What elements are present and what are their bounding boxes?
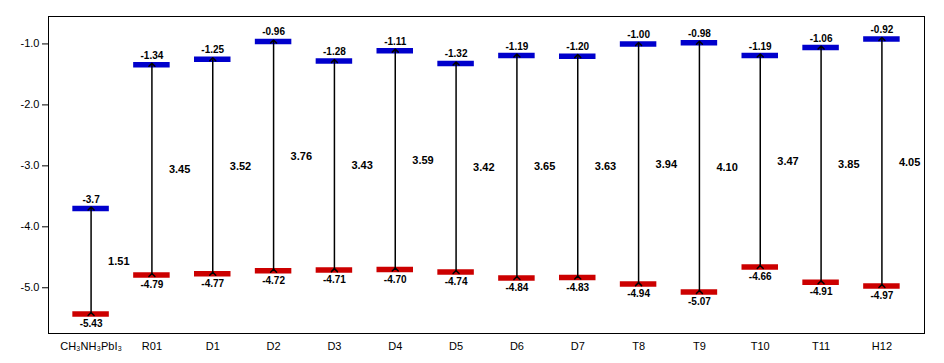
svg-text:-4.97: -4.97: [871, 290, 894, 301]
svg-text:R01: R01: [142, 340, 162, 352]
svg-text:-1.28: -1.28: [323, 46, 346, 57]
svg-text:-4.70: -4.70: [384, 274, 407, 285]
svg-text:-1.25: -1.25: [201, 44, 224, 55]
svg-text:D7: D7: [571, 340, 585, 352]
svg-text:-4.91: -4.91: [810, 286, 833, 297]
svg-text:D3: D3: [327, 340, 341, 352]
svg-text:-5.43: -5.43: [80, 318, 103, 329]
svg-text:-1.19: -1.19: [749, 41, 772, 52]
svg-text:3.42: 3.42: [473, 161, 494, 173]
svg-text:-4.84: -4.84: [506, 282, 529, 293]
svg-text:3.85: 3.85: [838, 158, 859, 170]
svg-text:-4.74: -4.74: [445, 276, 468, 287]
svg-text:3.65: 3.65: [534, 160, 555, 172]
svg-text:-0.92: -0.92: [871, 24, 894, 35]
svg-text:-4.79: -4.79: [141, 279, 164, 290]
svg-text:-5.0: -5.0: [21, 281, 40, 293]
svg-text:3.43: 3.43: [351, 159, 372, 171]
svg-text:3.94: 3.94: [656, 158, 678, 170]
svg-text:-5.07: -5.07: [688, 296, 711, 307]
svg-text:D2: D2: [267, 340, 281, 352]
svg-text:-1.19: -1.19: [506, 41, 529, 52]
svg-text:3.59: 3.59: [412, 154, 433, 166]
svg-text:T10: T10: [751, 340, 770, 352]
svg-text:-3.7: -3.7: [82, 194, 100, 205]
svg-text:-1.0: -1.0: [21, 37, 40, 49]
svg-text:T9: T9: [693, 340, 706, 352]
svg-text:T8: T8: [632, 340, 645, 352]
svg-text:1.51: 1.51: [108, 255, 129, 267]
svg-text:3.52: 3.52: [230, 160, 251, 172]
svg-text:-2.0: -2.0: [21, 98, 40, 110]
svg-text:H12: H12: [872, 340, 892, 352]
svg-text:T11: T11: [812, 340, 830, 352]
svg-text:-0.96: -0.96: [262, 26, 285, 37]
svg-text:-3.0: -3.0: [21, 159, 40, 171]
svg-text:3.63: 3.63: [595, 160, 616, 172]
svg-text:D1: D1: [206, 340, 220, 352]
svg-text:4.05: 4.05: [899, 156, 920, 168]
svg-text:-1.34: -1.34: [141, 50, 164, 61]
svg-text:-1.06: -1.06: [810, 33, 833, 44]
svg-text:-4.71: -4.71: [323, 274, 346, 285]
svg-text:-4.72: -4.72: [262, 275, 285, 286]
svg-text:-1.00: -1.00: [627, 29, 650, 40]
svg-text:3.47: 3.47: [777, 155, 798, 167]
svg-text:-4.83: -4.83: [566, 282, 589, 293]
svg-text:D5: D5: [449, 340, 463, 352]
svg-text:-4.0: -4.0: [21, 220, 40, 232]
svg-text:3.76: 3.76: [291, 150, 312, 162]
svg-text:4.10: 4.10: [716, 161, 737, 173]
svg-text:D6: D6: [510, 340, 524, 352]
svg-text:3.45: 3.45: [169, 163, 190, 175]
svg-text:-4.66: -4.66: [749, 271, 772, 282]
svg-text:-1.20: -1.20: [566, 41, 589, 52]
svg-text:D4: D4: [388, 340, 402, 352]
svg-text:-4.94: -4.94: [627, 288, 650, 299]
svg-text:-4.77: -4.77: [201, 278, 224, 289]
svg-text:-1.32: -1.32: [445, 48, 468, 59]
svg-text:CH₃NH₃PbI₃: CH₃NH₃PbI₃: [60, 340, 122, 352]
svg-text:-0.98: -0.98: [688, 28, 711, 39]
svg-text:-1.11: -1.11: [384, 36, 407, 47]
